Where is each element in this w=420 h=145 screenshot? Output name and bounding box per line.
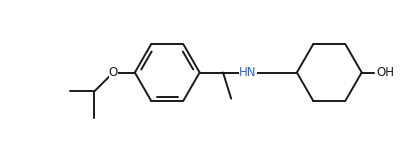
Text: O: O — [109, 66, 118, 79]
Text: OH: OH — [377, 66, 394, 79]
Text: HN: HN — [239, 66, 257, 79]
